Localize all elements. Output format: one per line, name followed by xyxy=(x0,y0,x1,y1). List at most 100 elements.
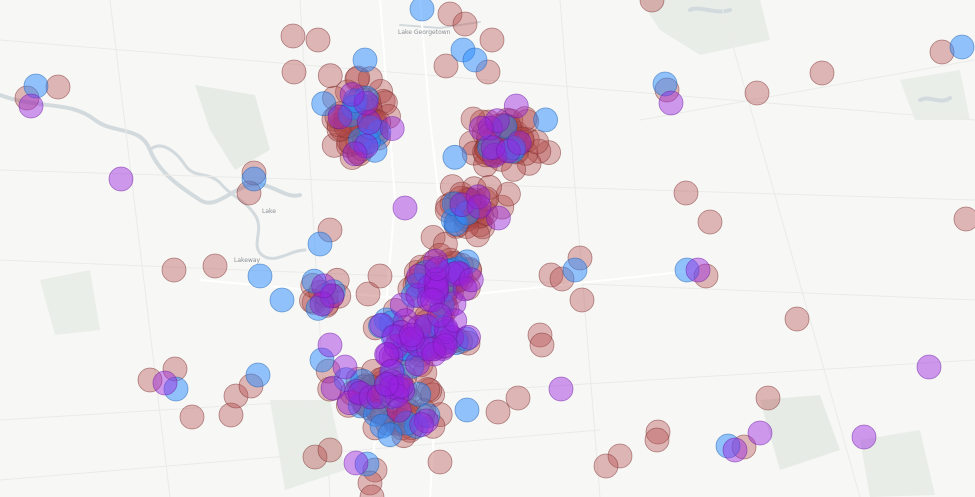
map-marker[interactable] xyxy=(317,437,343,463)
map-marker[interactable] xyxy=(548,376,574,402)
map-marker[interactable] xyxy=(458,267,484,293)
map-marker[interactable] xyxy=(305,27,331,53)
map-marker[interactable] xyxy=(452,11,478,37)
map-marker[interactable] xyxy=(953,206,975,232)
map-marker[interactable] xyxy=(398,322,424,348)
map-marker[interactable] xyxy=(269,287,295,313)
map-marker[interactable] xyxy=(434,319,459,344)
map-marker[interactable] xyxy=(379,116,405,141)
map-marker[interactable] xyxy=(562,257,588,283)
map-marker[interactable] xyxy=(342,141,368,167)
map-marker[interactable] xyxy=(533,107,558,133)
map-marker[interactable] xyxy=(309,347,335,373)
map-marker[interactable] xyxy=(697,209,723,235)
map-marker[interactable] xyxy=(280,23,306,49)
map-marker[interactable] xyxy=(480,135,506,161)
map-marker[interactable] xyxy=(309,291,335,317)
map-marker[interactable] xyxy=(454,397,480,423)
map-marker[interactable] xyxy=(247,263,273,289)
map-marker[interactable] xyxy=(456,324,481,350)
map-marker[interactable] xyxy=(218,402,244,428)
map-marker[interactable] xyxy=(389,292,415,318)
map-marker[interactable] xyxy=(163,376,189,402)
map-marker[interactable] xyxy=(161,257,187,283)
map-marker[interactable] xyxy=(368,313,393,339)
map-marker[interactable] xyxy=(747,420,773,446)
map-marker[interactable] xyxy=(433,53,459,79)
map-marker[interactable] xyxy=(406,314,432,340)
map-marker[interactable] xyxy=(374,371,399,397)
map-marker[interactable] xyxy=(152,370,178,396)
map-marker[interactable] xyxy=(108,166,134,192)
map-marker[interactable] xyxy=(503,93,529,119)
map-marker[interactable] xyxy=(466,194,492,220)
map-marker[interactable] xyxy=(424,266,450,292)
map-marker[interactable] xyxy=(639,0,665,13)
map-marker[interactable] xyxy=(413,408,439,434)
map-marker[interactable] xyxy=(355,281,381,307)
map-marker[interactable] xyxy=(432,231,458,257)
map-marker[interactable] xyxy=(354,451,380,477)
map-marker[interactable] xyxy=(179,404,205,430)
map-marker[interactable] xyxy=(465,184,491,210)
map-marker[interactable] xyxy=(462,47,488,73)
map-marker[interactable] xyxy=(327,104,353,130)
map-marker[interactable] xyxy=(137,367,163,393)
map-marker[interactable] xyxy=(343,450,369,476)
map-marker[interactable] xyxy=(465,222,491,248)
map-marker[interactable] xyxy=(468,115,494,141)
map-marker[interactable] xyxy=(427,302,452,328)
map-marker[interactable] xyxy=(352,47,378,73)
map-marker[interactable] xyxy=(495,181,521,207)
map-marker[interactable] xyxy=(658,90,684,116)
map-marker[interactable] xyxy=(392,195,418,221)
map-marker[interactable] xyxy=(437,1,463,27)
map-marker[interactable] xyxy=(685,257,711,283)
map-marker[interactable] xyxy=(755,385,781,411)
map-marker[interactable] xyxy=(319,283,345,309)
map-marker[interactable] xyxy=(485,399,511,425)
map-marker[interactable] xyxy=(420,287,445,313)
map-marker[interactable] xyxy=(442,144,468,170)
map-marker[interactable] xyxy=(529,332,555,358)
map-marker[interactable] xyxy=(424,256,450,282)
map-marker[interactable] xyxy=(374,342,400,367)
map-marker[interactable] xyxy=(452,276,478,302)
map-marker[interactable] xyxy=(715,433,741,459)
map-marker[interactable] xyxy=(18,93,44,119)
map-marker[interactable] xyxy=(949,34,975,60)
map-marker[interactable] xyxy=(744,80,770,106)
map-marker[interactable] xyxy=(482,142,507,168)
map-marker[interactable] xyxy=(311,273,337,299)
map-marker[interactable] xyxy=(569,287,595,313)
map-marker[interactable] xyxy=(223,383,249,409)
map-marker[interactable] xyxy=(423,248,449,274)
map-marker[interactable] xyxy=(445,260,470,286)
map-marker[interactable] xyxy=(317,63,343,89)
map-marker[interactable] xyxy=(809,60,835,86)
map-marker[interactable] xyxy=(356,109,382,135)
map-marker[interactable] xyxy=(645,419,671,445)
map-marker[interactable] xyxy=(673,180,699,206)
map-marker[interactable] xyxy=(484,108,510,134)
map-marker[interactable] xyxy=(302,444,328,470)
map-marker[interactable] xyxy=(485,205,511,231)
map-marker[interactable] xyxy=(359,484,385,497)
map-marker[interactable] xyxy=(851,424,877,450)
map-marker[interactable] xyxy=(404,351,430,377)
map-marker[interactable] xyxy=(477,115,503,141)
map-marker[interactable] xyxy=(406,263,432,289)
map-marker[interactable] xyxy=(453,326,479,352)
map-marker[interactable] xyxy=(479,27,505,53)
map-marker[interactable] xyxy=(23,73,49,99)
map-marker[interactable] xyxy=(45,74,71,100)
map-marker[interactable] xyxy=(386,397,412,423)
map-marker[interactable] xyxy=(367,263,393,289)
map-marker[interactable] xyxy=(916,354,942,380)
map-marker[interactable] xyxy=(339,82,365,107)
map-marker[interactable] xyxy=(366,384,392,410)
map-marker[interactable] xyxy=(505,385,531,411)
map-marker[interactable] xyxy=(332,354,358,380)
map-marker[interactable] xyxy=(317,332,343,358)
